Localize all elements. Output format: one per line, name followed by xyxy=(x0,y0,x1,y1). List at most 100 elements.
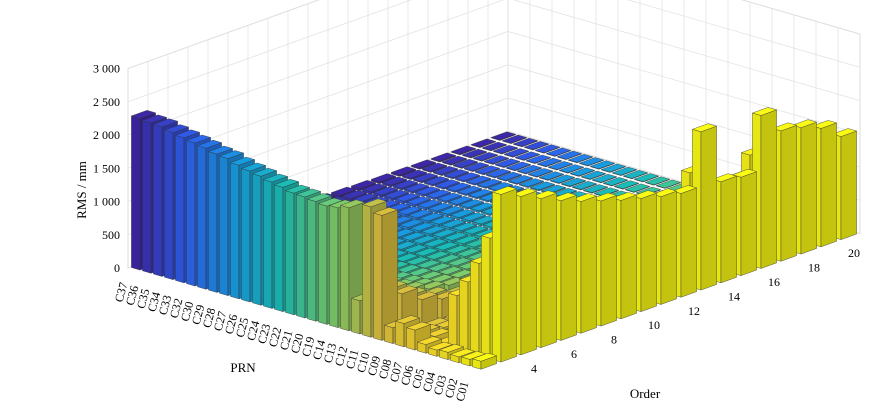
bar-C29-order-20-top xyxy=(567,154,594,163)
bar-C37-order-17-top xyxy=(430,152,457,162)
bar-C25-order-19-top xyxy=(591,173,618,183)
bar-C21-order-8-top xyxy=(415,259,442,269)
order-tick-label: 14 xyxy=(728,289,740,303)
bar-C35-order-2-face-a xyxy=(153,124,163,277)
prn-tick-label: C11 xyxy=(343,348,362,371)
bar-C11-order-2-face-a xyxy=(362,204,372,338)
bar-C20-order-9-top xyxy=(446,257,473,267)
bar-C25-order-17-top xyxy=(551,188,578,197)
bar-C06-order-2-top xyxy=(416,336,443,345)
bar-C30-order-15-top xyxy=(456,185,483,195)
bar-C26-order-20-top xyxy=(600,163,627,173)
bar-C21-order-10-top xyxy=(455,248,482,257)
bar-C23-order-10-top xyxy=(433,241,460,251)
bar-C29-order-12-top xyxy=(407,209,434,219)
bar-C34-order-2-face-a xyxy=(164,129,174,280)
bar-C22-order-9-top xyxy=(424,251,451,260)
bar-C34-order-16-top xyxy=(443,169,470,178)
prn-axis-label: PRN xyxy=(230,360,256,375)
bar-C35-order-13-top xyxy=(372,186,399,196)
bar-C01-order-9-top xyxy=(611,192,638,201)
bar-C24-order-2-face-a xyxy=(263,179,273,309)
bar-C01-order-18-face-b xyxy=(800,121,817,255)
bar-C28-order-19-top xyxy=(558,164,585,173)
bar-C01-order-5-top xyxy=(531,190,558,199)
bar-C30-order-20-top xyxy=(556,150,583,160)
bar-C30-order-19-top xyxy=(536,157,563,167)
bar-C32-order-20-top xyxy=(545,147,572,157)
bar-C08-order-2-top xyxy=(394,315,421,324)
bar-C27-order-12-top xyxy=(429,215,456,225)
bar-C32-order-17-top xyxy=(485,168,512,178)
bar-C23-order-18-top xyxy=(593,187,620,197)
bar-C04-order-2-top xyxy=(438,344,465,353)
prn-tick-label: C22 xyxy=(266,326,285,349)
bar-C10-order-2-face-a xyxy=(373,212,383,341)
bar-C25-order-11-top xyxy=(431,228,458,238)
bar-C35-order-17-top xyxy=(452,159,479,168)
prn-tick-label: C28 xyxy=(200,306,219,329)
bar-C23-order-9-top xyxy=(413,247,440,257)
bar-C20-order-2-face-a xyxy=(307,198,317,322)
bar-C27-order-2-face-a xyxy=(230,162,240,300)
bar-C27-order-17-top xyxy=(529,181,556,191)
bar-C28-order-14-top xyxy=(458,199,485,208)
bar-C20-order-8-top xyxy=(426,263,453,272)
bar-C24-order-9-top xyxy=(402,244,429,253)
bar-C07-order-2-face-a xyxy=(406,327,416,351)
bar-C29-order-2-top xyxy=(207,145,234,155)
order-tick-label: 20 xyxy=(848,246,860,260)
bar-C26-order-18-top xyxy=(560,177,587,187)
grid-line-y xyxy=(127,0,861,103)
bar-C28-order-13-top xyxy=(438,205,465,215)
bar-C22-order-19-top xyxy=(624,183,651,193)
bar-C28-order-12-top xyxy=(418,212,445,222)
bar-C32-order-19-top xyxy=(525,154,552,164)
bar-C23-order-2-face-a xyxy=(274,184,284,312)
bar-C36-order-2-top xyxy=(141,114,168,124)
bar-C33-order-19-top xyxy=(514,151,541,161)
bar-C23-order-11-top xyxy=(453,235,480,245)
bar-C35-order-20-top xyxy=(512,138,539,147)
bar-C26-order-10-top xyxy=(400,232,427,241)
bar-C34-order-19-top xyxy=(503,148,530,157)
prn-tick-label: C13 xyxy=(321,342,340,365)
bar-C01-order-11-face-b xyxy=(660,190,677,305)
bar-C25-order-2-top xyxy=(251,167,278,177)
bar-C01-order-13-top xyxy=(691,123,718,132)
y-tick-label: 2 500 xyxy=(93,95,120,109)
bar-C29-order-13-top xyxy=(427,202,454,212)
bar-C19-order-2-top xyxy=(317,197,344,207)
bar-C36-order-18-top xyxy=(461,148,488,158)
bar-C21-order-2-face-a xyxy=(296,194,306,319)
bar-C34-order-2-top xyxy=(163,124,190,133)
bar-C01-order-7-face-b xyxy=(580,195,597,334)
prn-tick-label: C10 xyxy=(354,351,373,374)
prn-tick-label: C34 xyxy=(145,290,164,313)
bar-C23-order-2-top xyxy=(273,178,300,188)
bar-C01-order-8-top xyxy=(591,192,618,202)
prn-tick-label: C20 xyxy=(288,332,307,355)
bar-C20-order-2-top xyxy=(306,193,333,202)
bar-C21-order-9-top xyxy=(435,254,462,263)
order-axis-label: Order xyxy=(630,386,661,401)
prn-tick-label: C23 xyxy=(255,322,274,345)
bar-C26-order-19-top xyxy=(580,170,607,180)
bar-C35-order-16-top xyxy=(432,166,459,175)
bar-C36-order-14-top xyxy=(381,176,408,186)
bar-C33-order-18-top xyxy=(494,158,521,168)
bar-C28-order-2-face-a xyxy=(219,155,229,296)
bar-C01-order-17-face-b xyxy=(780,125,797,262)
bar-C24-order-18-top xyxy=(582,184,609,193)
prn-tick-label: C24 xyxy=(244,319,263,342)
bar-C26-order-2-face-a xyxy=(241,168,251,303)
bar-C01-order-20-face-b xyxy=(840,130,857,240)
bar-C29-order-2-face-a xyxy=(208,151,218,293)
bar-C05-order-2-top xyxy=(427,341,454,351)
bar-C28-order-17-top xyxy=(518,178,545,187)
bar-C33-order-14-top xyxy=(414,186,441,195)
bar-C32-order-18-top xyxy=(505,161,532,171)
bar-C35-order-15-top xyxy=(412,172,439,182)
bar-C30-order-2-top xyxy=(196,139,223,149)
